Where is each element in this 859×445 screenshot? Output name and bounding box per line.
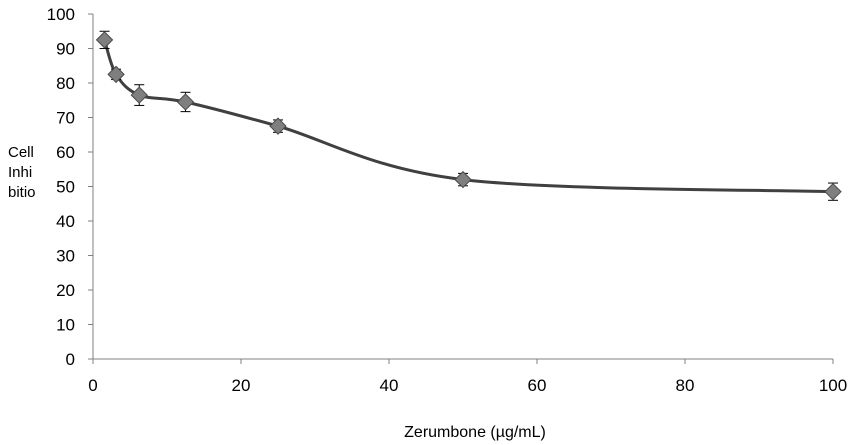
y-axis-title: Cell Inhibitio [8,144,36,201]
y-tick-label: 20 [56,281,75,300]
y-tick-label: 70 [56,109,75,128]
y-tick-label: 100 [47,5,75,24]
x-axis-title: Zerumbone (µg/mL) [404,424,546,441]
y-tick-label: 0 [66,350,75,369]
data-point [107,65,125,84]
x-axis: 0 20 40 60 80 100 [88,358,847,395]
y-tick-label: 40 [56,212,75,231]
y-tick-label: 80 [56,74,75,93]
series-line [103,39,834,194]
x-tick-label: 40 [380,376,399,395]
x-tick-label: 0 [88,376,97,395]
data-point [130,86,148,104]
y-tick-label: 60 [56,143,75,162]
y-tick-label: 10 [56,316,75,335]
y-axis: 0 10 20 30 40 50 60 70 80 90 100 [47,5,94,369]
markers [95,30,842,201]
data-point [95,31,114,49]
x-tick-label: 100 [819,376,847,395]
x-tick-label: 20 [232,376,251,395]
x-tick-label: 80 [676,376,695,395]
data-point [454,170,472,189]
data-point [176,93,195,111]
series-line-path [103,39,834,194]
y-tick-label: 90 [56,40,75,59]
y-tick-label: 50 [56,178,75,197]
data-point [269,117,287,135]
data-point [824,182,842,201]
y-tick-label: 30 [56,247,75,266]
x-tick-label: 60 [528,376,547,395]
